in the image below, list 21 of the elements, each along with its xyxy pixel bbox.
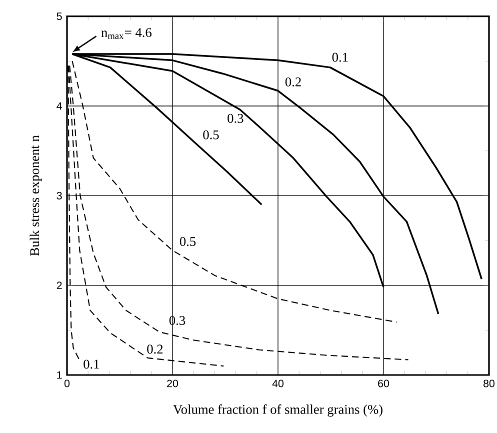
series-label: 0.1 [332,52,348,62]
x-tick-label: 80 [484,380,495,388]
line-series [72,60,398,323]
x-tick-label: 20 [167,380,178,388]
series-label: 0.5 [203,130,219,140]
series-label: 0.2 [285,77,301,86]
x-tick-label: 60 [378,380,390,388]
series-label: 0.5 [180,237,196,246]
y-axis-title: Bulk stress exponent n [30,135,42,256]
y-tick-label: 1 [57,371,62,379]
x-axis-title: Volume fraction f of smaller grains (%) [173,404,382,417]
y-tick-label: 4 [56,102,62,110]
series-label: 0.3 [228,114,244,123]
x-tick-label: 40 [272,380,284,388]
annotation: n$_{max}$= 4.6 [101,28,152,39]
y-tick-label: 3 [56,192,62,200]
x-tick-label: 0 [64,380,70,388]
series-label: 0.1 [84,360,99,369]
series-label: 0.2 [147,344,163,354]
y-tick-label: 2 [56,282,62,290]
y-tick-label: 5 [56,12,62,20]
